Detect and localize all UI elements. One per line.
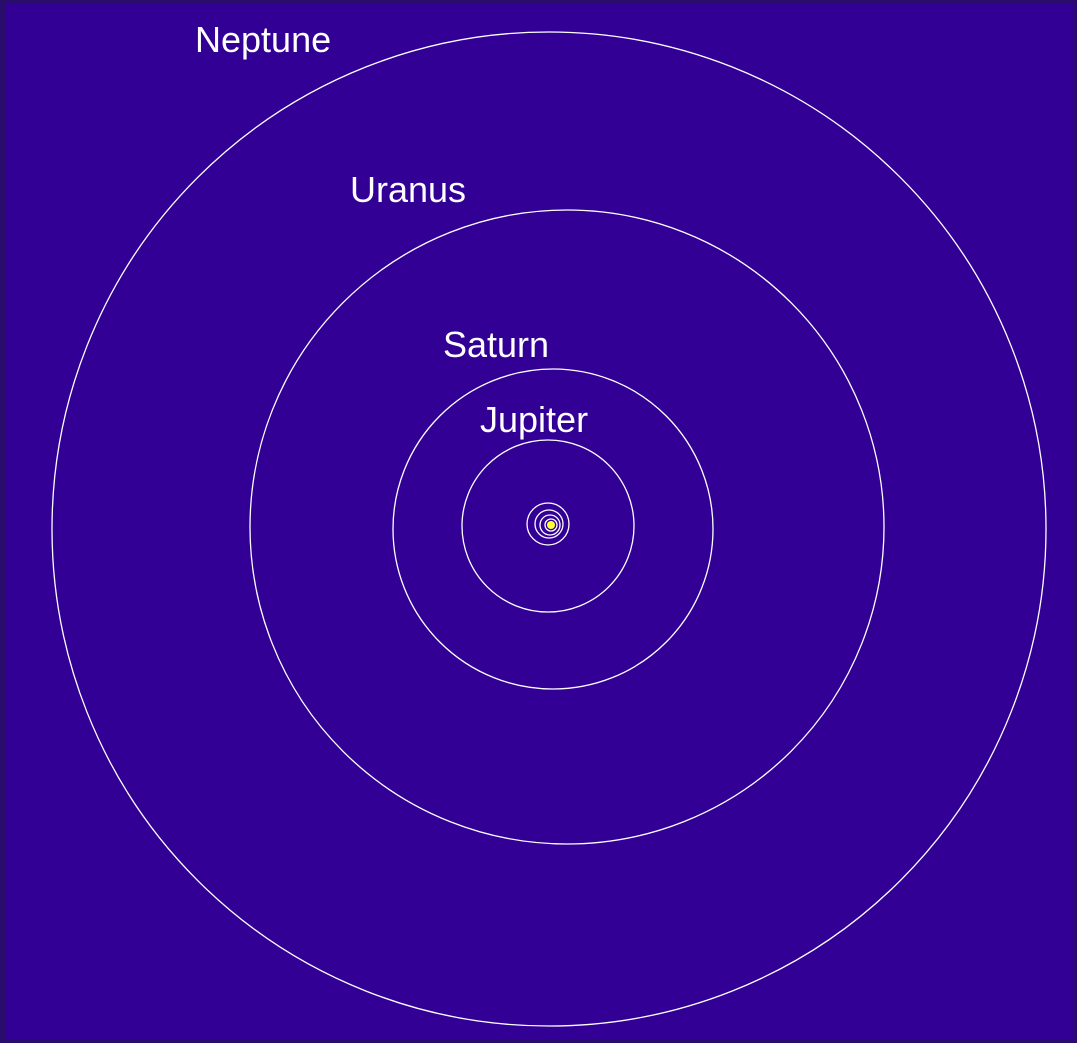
planet-label: Saturn (443, 324, 549, 365)
neptune-orbit (51, 31, 1047, 1027)
planet-label: Neptune (195, 19, 331, 60)
venus-orbit (539, 514, 561, 536)
planet-label: Uranus (350, 169, 466, 210)
planet-label: Jupiter (480, 399, 588, 440)
jupiter-orbit (461, 439, 635, 613)
mercury-orbit (544, 518, 558, 532)
earth-orbit (534, 509, 564, 539)
saturn-orbit (392, 368, 714, 690)
uranus-orbit (249, 209, 885, 845)
sun (547, 521, 555, 529)
background (6, 4, 1073, 1039)
mars-orbit (526, 502, 570, 546)
